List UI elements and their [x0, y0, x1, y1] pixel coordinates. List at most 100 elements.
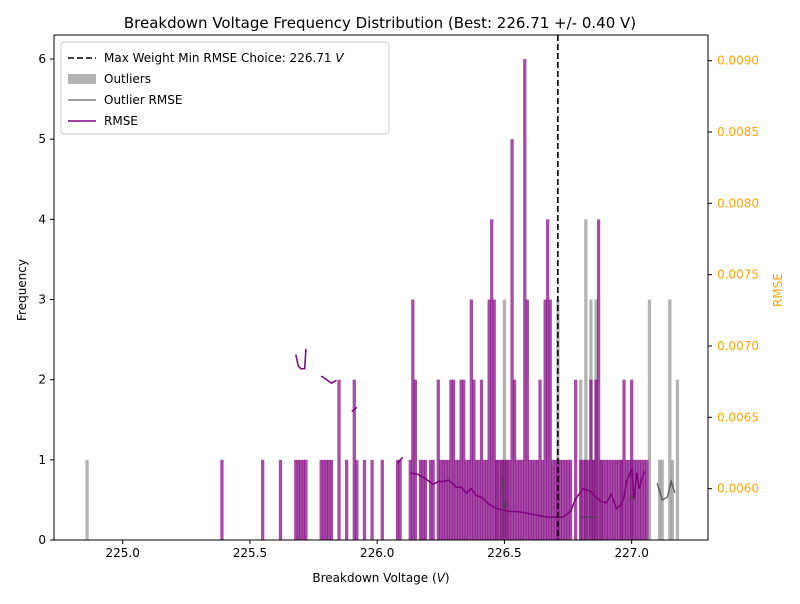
y-axis-label: Frequency	[15, 259, 29, 321]
bar	[296, 459, 300, 540]
outlier-bar	[647, 299, 652, 540]
bar	[599, 459, 603, 540]
outlier-bar	[670, 459, 674, 540]
bar	[319, 459, 323, 540]
legend: Max Weight Min RMSE Choice: 226.71 V Outl…	[60, 41, 390, 135]
bar	[614, 459, 619, 540]
bar	[507, 459, 512, 540]
bar	[428, 459, 433, 540]
bar	[408, 459, 412, 540]
bar	[492, 299, 496, 540]
bar	[622, 379, 626, 540]
bar	[551, 459, 555, 540]
outlier-rmse-segment	[628, 494, 635, 501]
bar	[619, 459, 624, 540]
legend-label-text: Max Weight Min RMSE Choice: 226.71	[104, 51, 335, 65]
bar	[538, 379, 542, 540]
bar	[500, 459, 504, 540]
y2-tick-label: 0.0080	[717, 196, 759, 210]
bar	[581, 459, 585, 540]
bar	[462, 379, 466, 540]
outlier-bar	[658, 459, 662, 540]
outlier-bar	[668, 299, 672, 540]
bar	[495, 459, 499, 540]
bar	[520, 459, 524, 540]
bar	[441, 459, 445, 540]
bar	[464, 459, 468, 540]
bar	[594, 379, 598, 540]
bar	[327, 459, 331, 540]
y2-tick-label: 0.0085	[717, 125, 759, 139]
bar	[561, 459, 565, 540]
y-tick-label: 6	[38, 52, 46, 66]
y2-tick-label: 0.0070	[717, 339, 759, 353]
bar	[543, 299, 547, 540]
bar	[487, 299, 491, 540]
bar	[505, 459, 509, 540]
bar	[451, 379, 456, 540]
bar	[604, 459, 608, 540]
bar	[635, 459, 639, 540]
y-tick-label: 3	[38, 293, 46, 307]
rmse-segment	[410, 468, 646, 518]
bar	[329, 459, 334, 540]
bar	[459, 379, 463, 540]
bar	[484, 459, 489, 540]
bar	[535, 459, 540, 540]
bar	[574, 379, 578, 540]
bar	[589, 379, 593, 540]
bar	[467, 459, 471, 540]
bar	[479, 379, 484, 540]
bar	[444, 459, 448, 540]
y2-axis-label: RMSE	[771, 273, 785, 307]
bar	[530, 459, 535, 540]
bar	[380, 459, 384, 540]
bar	[355, 459, 359, 540]
bar	[322, 459, 326, 540]
outlier-rmse-segment	[501, 477, 508, 509]
bar	[553, 459, 557, 540]
x-tick-label: 225.5	[233, 546, 267, 560]
y-axis-left: 0 1 2 3 4 5 6	[38, 52, 54, 547]
bar	[472, 379, 476, 540]
legend-outlier-swatch	[68, 74, 96, 84]
bar	[449, 379, 453, 540]
bar	[345, 459, 349, 540]
bar	[446, 459, 451, 540]
bar	[324, 459, 328, 540]
bar	[624, 459, 629, 540]
bar	[525, 299, 529, 540]
bar	[642, 459, 647, 540]
bar	[591, 459, 596, 540]
outlier-rmse-lines	[501, 477, 676, 518]
rmse-segment	[351, 406, 358, 413]
bar	[637, 459, 641, 540]
bar	[456, 459, 461, 540]
bar	[431, 459, 435, 540]
rmse-segment	[295, 348, 307, 370]
outlier-bar	[85, 459, 89, 540]
bar	[533, 459, 537, 540]
legend-box	[60, 41, 390, 135]
bar	[566, 459, 570, 540]
bar	[497, 459, 501, 540]
outlier-bar	[502, 299, 507, 540]
bar	[510, 139, 514, 540]
bar	[423, 459, 428, 540]
outlier-bar	[556, 299, 560, 540]
bar	[395, 459, 400, 540]
bar	[518, 459, 522, 540]
bar	[474, 459, 479, 540]
bar	[418, 459, 423, 540]
bar	[540, 459, 545, 540]
y-tick-label: 1	[38, 453, 46, 467]
bar	[546, 219, 550, 540]
bar	[370, 459, 374, 540]
y2-tick-label: 0.0060	[717, 482, 759, 496]
bar	[563, 459, 568, 540]
y-tick-label: 2	[38, 373, 46, 387]
chart-title: Breakdown Voltage Frequency Distribution…	[124, 14, 636, 32]
bar	[645, 459, 649, 540]
bar	[596, 219, 601, 540]
bar	[352, 379, 356, 540]
